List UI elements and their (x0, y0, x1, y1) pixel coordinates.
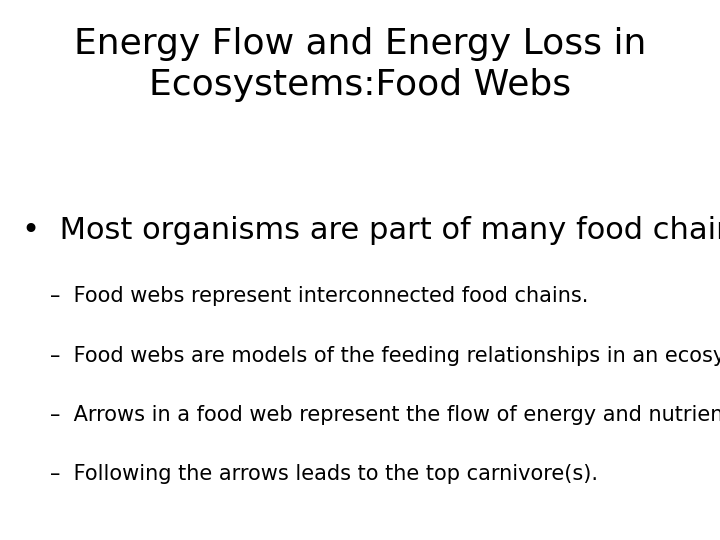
Text: –  Food webs represent interconnected food chains.: – Food webs represent interconnected foo… (50, 286, 589, 306)
Text: •  Most organisms are part of many food chains.: • Most organisms are part of many food c… (22, 216, 720, 245)
Text: –  Following the arrows leads to the top carnivore(s).: – Following the arrows leads to the top … (50, 464, 598, 484)
Text: Energy Flow and Energy Loss in
Ecosystems:Food Webs: Energy Flow and Energy Loss in Ecosystem… (74, 27, 646, 102)
Text: –  Arrows in a food web represent the flow of energy and nutrients.: – Arrows in a food web represent the flo… (50, 405, 720, 425)
Text: –  Food webs are models of the feeding relationships in an ecosystem.: – Food webs are models of the feeding re… (50, 346, 720, 366)
